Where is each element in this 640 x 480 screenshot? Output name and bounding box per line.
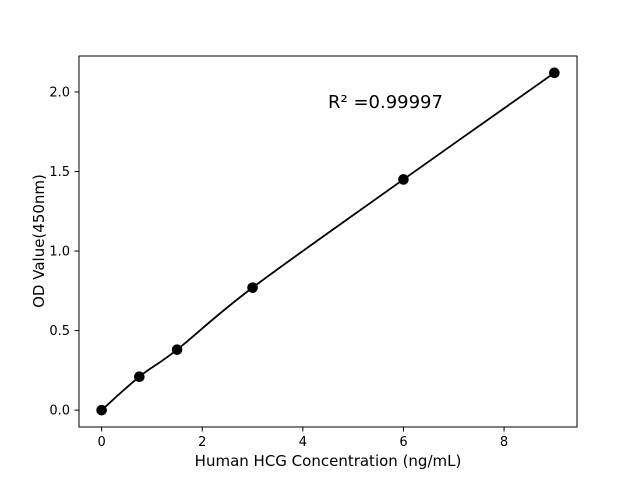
- data-point-marker: [171, 344, 183, 355]
- y-tick-label: 1.5: [49, 165, 70, 180]
- x-tick-label: 2: [198, 435, 206, 450]
- x-tick-label: 0: [97, 435, 105, 450]
- axes-border: [78, 55, 578, 428]
- y-tick-label: 2.0: [49, 85, 70, 100]
- data-point-marker: [134, 371, 145, 383]
- y-tick-label: 0.0: [49, 404, 70, 419]
- y-axis-label: OD Value(450nm): [30, 174, 48, 308]
- data-point-marker: [247, 282, 258, 293]
- y-tick-label: 0.5: [49, 324, 70, 339]
- x-tick-label: 6: [399, 435, 407, 450]
- data-point-marker: [398, 174, 409, 185]
- curve-line: [100, 71, 556, 412]
- data-point-marker: [549, 67, 560, 79]
- data-point-marker: [96, 404, 107, 416]
- r-squared-annotation: R² =0.99997: [328, 92, 443, 113]
- x-axis-label: Human HCG Concentration (ng/mL): [194, 452, 462, 470]
- x-tick-label: 8: [500, 435, 508, 450]
- y-tick-label: 1.0: [49, 245, 70, 260]
- x-tick-label: 4: [299, 435, 307, 450]
